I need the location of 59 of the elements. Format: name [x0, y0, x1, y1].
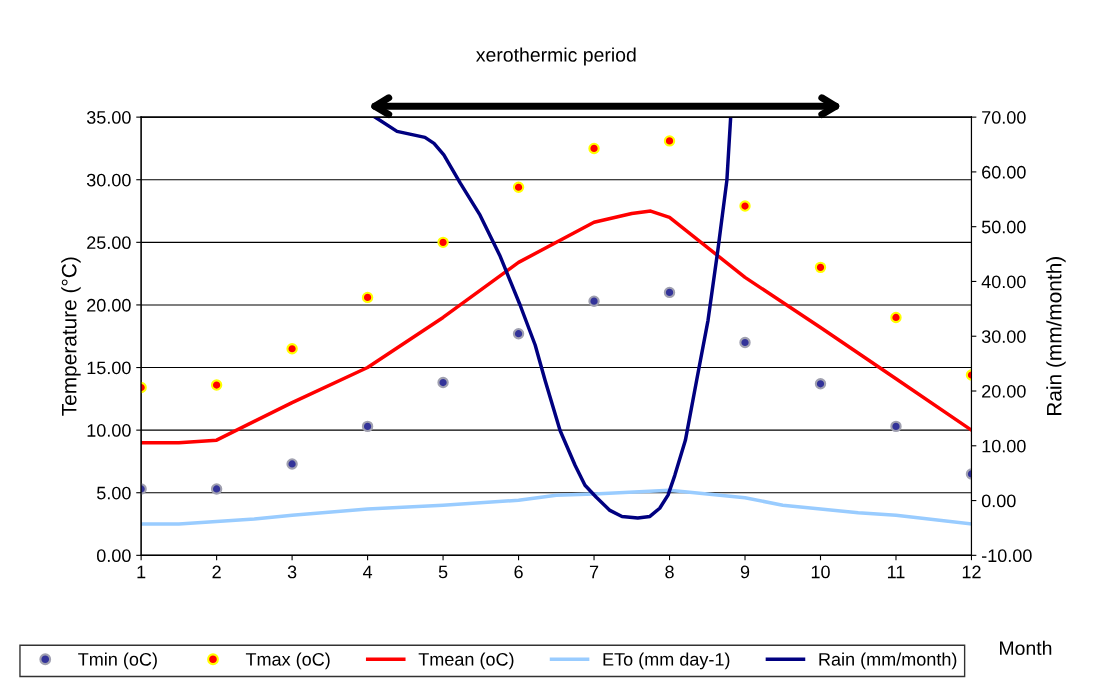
y2-tick-label: 20.00 — [982, 384, 1026, 398]
point — [210, 379, 223, 391]
y2-tick-label: 30.00 — [981, 330, 1026, 343]
y-axis-title: Temperature (°C) — [61, 257, 81, 416]
x-tick-label: 4 — [362, 565, 373, 579]
x-tick-label: 11 — [887, 565, 905, 579]
y2-tick-label: -10.00 — [982, 549, 1032, 563]
x-tick-label: 9 — [740, 565, 750, 579]
y2-tick-label: 50.00 — [981, 220, 1026, 234]
y2-tick-label: 10.00 — [982, 439, 1026, 453]
point — [437, 236, 449, 249]
y-tick-label: 20.00 — [87, 298, 131, 312]
y-tick-label: 15.00 — [87, 361, 131, 375]
point — [210, 483, 223, 495]
y-tick-label: 5.00 — [96, 486, 131, 500]
point — [286, 458, 298, 470]
line-series — [373, 117, 733, 520]
point — [588, 142, 600, 155]
y2-tick-label: 0.00 — [981, 494, 1016, 508]
x-tick-label: 1 — [137, 565, 146, 579]
point — [512, 181, 525, 193]
y2-tick-label: 70.00 — [982, 111, 1026, 124]
legend-label: Tmax (oC) — [245, 652, 330, 670]
y2-axis-title: Rain (mm/month) — [1046, 257, 1066, 415]
x-tick-label: 7 — [589, 565, 599, 579]
chart-title: xerothermic period — [476, 47, 636, 66]
point — [814, 378, 827, 390]
point — [286, 343, 298, 355]
point — [739, 200, 751, 212]
y-tick-label: 10.00 — [87, 424, 131, 437]
legend-label: Rain (mm/month) — [819, 652, 957, 670]
y-tick-label: 0.00 — [96, 549, 131, 563]
x-tick-label: 3 — [287, 565, 297, 579]
x-tick-label: 8 — [665, 565, 674, 579]
y-tick-label: 25.00 — [87, 236, 131, 250]
x-tick-label: 6 — [514, 565, 523, 579]
point — [361, 291, 374, 304]
x-tick-label: 5 — [438, 565, 448, 579]
point — [890, 311, 902, 324]
y2-tick-label: 40.00 — [981, 275, 1026, 289]
y-tick-label: 30.00 — [86, 173, 131, 187]
point — [663, 135, 676, 147]
legend-label: ETo (mm day-1) — [603, 652, 730, 670]
point — [588, 295, 600, 307]
point — [361, 420, 374, 433]
y2-tick-label: 60.00 — [982, 165, 1026, 179]
point — [739, 336, 751, 349]
legend-label: Tmin (oC) — [78, 652, 157, 670]
point — [663, 286, 676, 299]
x-axis-title: Month — [1000, 640, 1052, 656]
point — [814, 261, 827, 274]
legend-label: Tmean (oC) — [418, 652, 514, 670]
x-tick-label: 10 — [811, 565, 830, 579]
y-tick-label: 35.00 — [86, 111, 131, 124]
point — [512, 328, 525, 340]
x-tick-label: 2 — [212, 565, 221, 579]
x-tick-label: 12 — [962, 565, 981, 579]
point — [437, 376, 449, 389]
point — [890, 420, 902, 433]
